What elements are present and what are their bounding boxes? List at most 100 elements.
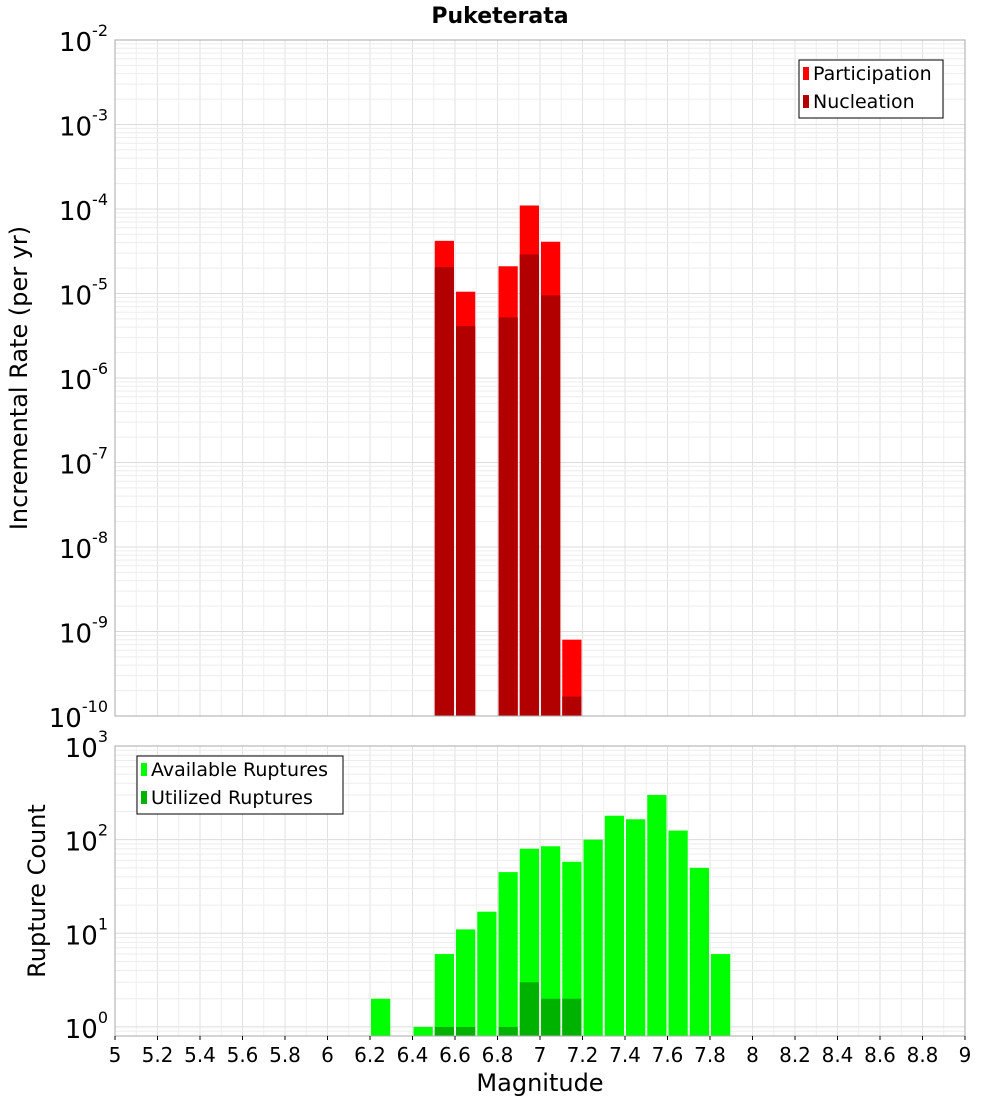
x-tick-label: 8.4: [822, 1043, 854, 1067]
svg-text:10: 10: [59, 113, 92, 143]
x-tick-label: 6: [321, 1043, 334, 1067]
y-tick-label: 10 -6: [59, 359, 108, 396]
svg-text:10: 10: [59, 28, 92, 58]
legend-label: Available Ruptures: [151, 759, 328, 781]
bottom-x-ticks: 5 5.2 5.4 5.6 5.8 6 6.2 6.4 6.6 6.8 7 7.2 7.4 7.6 7.8 8…: [109, 1036, 972, 1067]
y-tick-label: 10 -9: [59, 613, 108, 650]
bar-available-ruptures: [668, 830, 688, 1036]
y-tick-label: 10 1: [65, 914, 108, 951]
y-tick-label: 10 3: [65, 727, 108, 764]
svg-text:10: 10: [65, 734, 98, 764]
svg-text:-8: -8: [92, 528, 108, 547]
legend-swatch: [803, 67, 809, 80]
bar-utilized-ruptures: [498, 1026, 518, 1036]
svg-text:-2: -2: [92, 21, 108, 40]
x-tick-label: 8.8: [907, 1043, 939, 1067]
x-tick-label: 5.6: [227, 1043, 259, 1067]
bar-utilized-ruptures: [562, 998, 582, 1036]
svg-text:3: 3: [98, 727, 108, 746]
x-tick-label: 6.4: [397, 1043, 429, 1067]
y-tick-label: 10 -8: [59, 528, 108, 565]
legend-box: [798, 59, 944, 119]
bar-available-ruptures: [689, 867, 709, 1036]
svg-text:10: 10: [59, 366, 92, 396]
svg-text:-9: -9: [92, 613, 108, 632]
bar-available-ruptures: [498, 872, 518, 1036]
bar-available-ruptures: [413, 1026, 433, 1036]
x-tick-label: 6.2: [354, 1043, 386, 1067]
x-tick-label: 5: [109, 1043, 122, 1067]
x-tick-label: 7.2: [567, 1043, 599, 1067]
top-grid: [114, 40, 966, 717]
y-tick-label: 10 -7: [59, 444, 108, 481]
svg-text:10: 10: [65, 828, 98, 858]
y-tick-label: 10 2: [65, 821, 108, 858]
x-tick-label: 6.6: [439, 1043, 471, 1067]
x-tick-label: 5.8: [269, 1043, 301, 1067]
x-tick-label: 7: [534, 1043, 547, 1067]
bar-available-ruptures: [647, 794, 667, 1036]
y-tick-label: 10 -4: [59, 190, 108, 227]
bar-utilized-ruptures: [434, 1026, 454, 1036]
bar-available-ruptures: [477, 911, 497, 1036]
svg-text:10: 10: [59, 197, 92, 227]
svg-text:10: 10: [59, 620, 92, 650]
x-tick-label: 8.2: [779, 1043, 811, 1067]
svg-text:0: 0: [98, 1008, 108, 1027]
bottom-bars: [371, 794, 731, 1036]
legend-box: [136, 755, 344, 815]
y-tick-label: 10 -10: [49, 697, 108, 734]
bar-nucleation: [519, 254, 539, 716]
x-tick-label: 8.6: [864, 1043, 896, 1067]
bar-utilized-ruptures: [541, 998, 561, 1036]
top-plot-frame: [114, 39, 966, 717]
y-tick-label: 10 -3: [59, 106, 108, 143]
svg-text:2: 2: [98, 821, 108, 840]
x-tick-label: 9: [959, 1043, 972, 1067]
svg-text:10: 10: [59, 535, 92, 565]
bottom-legend: Available Ruptures Utilized Ruptures: [136, 755, 344, 815]
svg-text:10: 10: [59, 282, 92, 312]
legend-label: Utilized Ruptures: [151, 787, 313, 809]
svg-text:-10: -10: [82, 697, 108, 716]
bar-nucleation: [498, 317, 518, 716]
bar-available-ruptures: [562, 861, 582, 1036]
svg-text:10: 10: [65, 921, 98, 951]
x-tick-label: 5.2: [142, 1043, 174, 1067]
legend-swatch: [141, 791, 147, 804]
bar-available-ruptures: [541, 846, 561, 1036]
legend-swatch: [141, 763, 147, 776]
legend-swatch: [803, 95, 809, 108]
svg-text:-4: -4: [92, 190, 108, 209]
svg-text:10: 10: [65, 1015, 98, 1045]
bar-utilized-ruptures: [456, 1026, 476, 1036]
bar-nucleation: [541, 295, 561, 716]
svg-text:10: 10: [49, 704, 82, 734]
bar-nucleation: [434, 267, 454, 716]
x-tick-label: 7.4: [609, 1043, 641, 1067]
x-axis-label: Magnitude: [476, 1069, 603, 1097]
y-tick-label: 10 0: [65, 1008, 108, 1045]
x-tick-label: 5.4: [184, 1043, 216, 1067]
svg-text:-7: -7: [92, 444, 108, 463]
bar-available-ruptures: [456, 929, 476, 1036]
svg-text:1: 1: [98, 914, 108, 933]
bar-available-ruptures: [583, 839, 603, 1036]
bottom-y-axis-label: Rupture Count: [23, 804, 51, 978]
x-tick-label: 8: [746, 1043, 759, 1067]
bar-nucleation: [456, 326, 476, 716]
legend-label: Nucleation: [813, 91, 915, 113]
bar-available-ruptures: [711, 954, 731, 1036]
x-tick-label: 7.8: [694, 1043, 726, 1067]
chart-title: Puketerata: [431, 4, 568, 29]
bar-utilized-ruptures: [519, 982, 539, 1036]
svg-text:-3: -3: [92, 106, 108, 125]
y-tick-label: 10 -2: [59, 21, 108, 58]
svg-text:-5: -5: [92, 275, 108, 294]
x-tick-label: 6.8: [482, 1043, 514, 1067]
bar-nucleation: [562, 696, 582, 716]
